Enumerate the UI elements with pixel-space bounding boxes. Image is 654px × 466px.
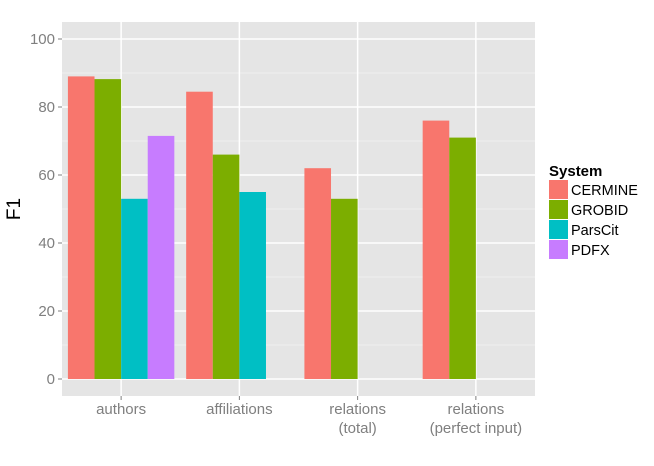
bar-grobid	[212, 154, 240, 379]
y-tick-label: 20	[38, 303, 55, 320]
y-tick-label: 80	[38, 99, 55, 116]
x-tick-label: relations	[329, 401, 386, 418]
legend-key-pdfx	[549, 240, 568, 259]
legend-label: GROBID	[571, 203, 628, 219]
bar-pdfx	[147, 135, 175, 379]
x-tick-label: (total)	[338, 420, 376, 437]
bar-cermine	[67, 76, 95, 380]
bar-parscit	[239, 192, 266, 379]
y-tick-label: 100	[30, 31, 55, 48]
x-tick-label: affiliations	[206, 401, 272, 418]
bar-grobid	[449, 137, 476, 379]
y-tick-label: 60	[38, 167, 55, 184]
legend-label: PDFX	[571, 243, 610, 259]
bar-cermine	[186, 91, 213, 379]
legend-key-parscit	[549, 220, 568, 239]
x-tick-label: relations	[448, 401, 505, 418]
bar-grobid	[94, 79, 122, 380]
bars	[67, 76, 476, 380]
y-axis: 0 20 40 60 80 100	[30, 31, 62, 388]
legend-label: ParsCit	[571, 223, 619, 239]
legend-label: CERMINE	[571, 183, 638, 199]
x-tick-label: (perfect input)	[430, 420, 523, 437]
legend-key-cermine	[549, 180, 568, 199]
bar-cermine	[304, 168, 332, 379]
bar-parscit	[121, 198, 148, 379]
x-axis: authors affiliations relations (total) relat…	[96, 396, 522, 437]
legend-key-grobid	[549, 200, 568, 219]
bar-cermine	[422, 120, 450, 379]
bar-grobid	[331, 198, 358, 379]
legend-title: System	[549, 163, 602, 180]
y-tick-label: 40	[38, 235, 55, 252]
legend: System CERMINE GROBID ParsCit PDFX	[549, 163, 638, 259]
x-tick-label: authors	[96, 401, 146, 418]
y-axis-title: F1	[4, 198, 25, 220]
y-tick-label: 0	[47, 371, 55, 388]
